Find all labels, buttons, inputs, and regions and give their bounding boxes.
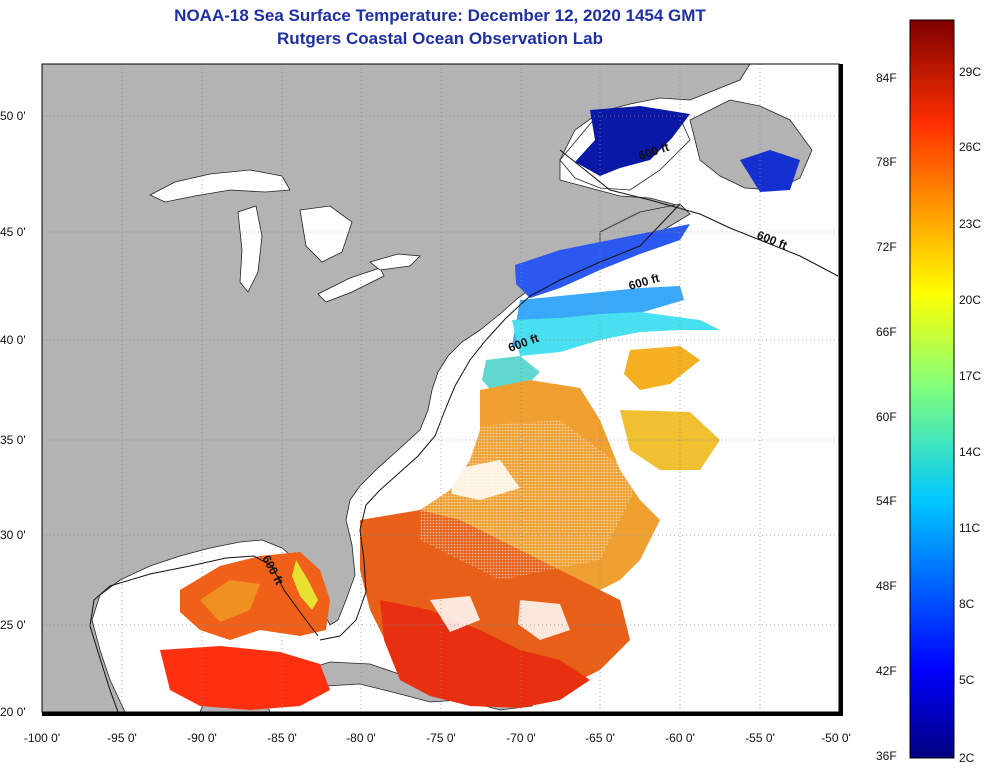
colorbar-label-f: 66F	[876, 325, 897, 339]
colorbar-labels-f: 84F 78F 72F 66F 60F 54F 48F 42F 36F	[876, 71, 897, 763]
lon-label: -55 0'	[745, 731, 775, 745]
land-north-america	[42, 64, 751, 712]
colorbar-label-c: 2C	[959, 751, 975, 765]
colorbar-label-f: 48F	[876, 579, 897, 593]
colorbar-label-c: 26C	[959, 140, 981, 154]
lon-label: -100 0'	[24, 731, 60, 745]
lat-label: 45 0'	[0, 225, 26, 239]
colorbar-label-c: 17C	[959, 369, 981, 383]
lon-label: -90 0'	[187, 731, 217, 745]
colorbar-label-f: 36F	[876, 749, 897, 763]
great-lake-ontario	[369, 253, 421, 271]
colorbar-label-f: 60F	[876, 410, 897, 424]
lon-label: -60 0'	[665, 731, 695, 745]
map-content	[42, 64, 839, 712]
lon-labels: -100 0' -95 0' -90 0' -85 0' -80 0' -75 …	[24, 731, 851, 745]
lon-label: -95 0'	[107, 731, 137, 745]
colorbar	[909, 19, 955, 759]
lon-label: -65 0'	[585, 731, 615, 745]
colorbar-label-c: 20C	[959, 293, 981, 307]
great-lake-superior	[149, 169, 291, 203]
colorbar-label-f: 54F	[876, 494, 897, 508]
lat-label: 50 0'	[0, 109, 26, 123]
colorbar-label-c: 29C	[959, 65, 981, 79]
colorbar-label-c: 23C	[959, 217, 981, 231]
lon-label: -50 0'	[821, 731, 851, 745]
lat-label: 20 0'	[0, 705, 26, 719]
colorbar-label-c: 5C	[959, 673, 975, 687]
sst-data-layer	[160, 106, 800, 710]
lon-label: -75 0'	[426, 731, 456, 745]
chart-title: NOAA-18 Sea Surface Temperature: Decembe…	[174, 6, 706, 25]
colorbar-labels-c: 29C 26C 23C 20C 17C 14C 11C 8C 5C 2C	[959, 65, 981, 765]
lat-label: 40 0'	[0, 333, 26, 347]
right-axis-bar	[839, 64, 843, 716]
lon-label: -70 0'	[506, 731, 536, 745]
great-lake-erie	[317, 267, 385, 303]
colorbar-label-f: 42F	[876, 664, 897, 678]
contour-600ft	[89, 149, 839, 712]
great-lake-michigan	[237, 205, 263, 293]
grid	[42, 64, 839, 712]
lat-label: 35 0'	[0, 433, 26, 447]
lat-label: 25 0'	[0, 618, 26, 632]
chart-subtitle: Rutgers Coastal Ocean Observation Lab	[277, 29, 603, 48]
colorbar-label-f: 72F	[876, 240, 897, 254]
great-lake-huron	[299, 205, 353, 263]
colorbar-label-f: 84F	[876, 71, 897, 85]
lat-labels: 50 0' 45 0' 40 0' 35 0' 30 0' 25 0' 20 0…	[0, 109, 26, 719]
lat-label: 30 0'	[0, 528, 26, 542]
colorbar-label-c: 8C	[959, 597, 975, 611]
colorbar-label-f: 78F	[876, 155, 897, 169]
bottom-axis-bar	[42, 712, 839, 716]
colorbar-label-c: 14C	[959, 445, 981, 459]
colorbar-label-c: 11C	[959, 521, 980, 535]
lon-label: -80 0'	[346, 731, 376, 745]
lon-label: -85 0'	[267, 731, 297, 745]
